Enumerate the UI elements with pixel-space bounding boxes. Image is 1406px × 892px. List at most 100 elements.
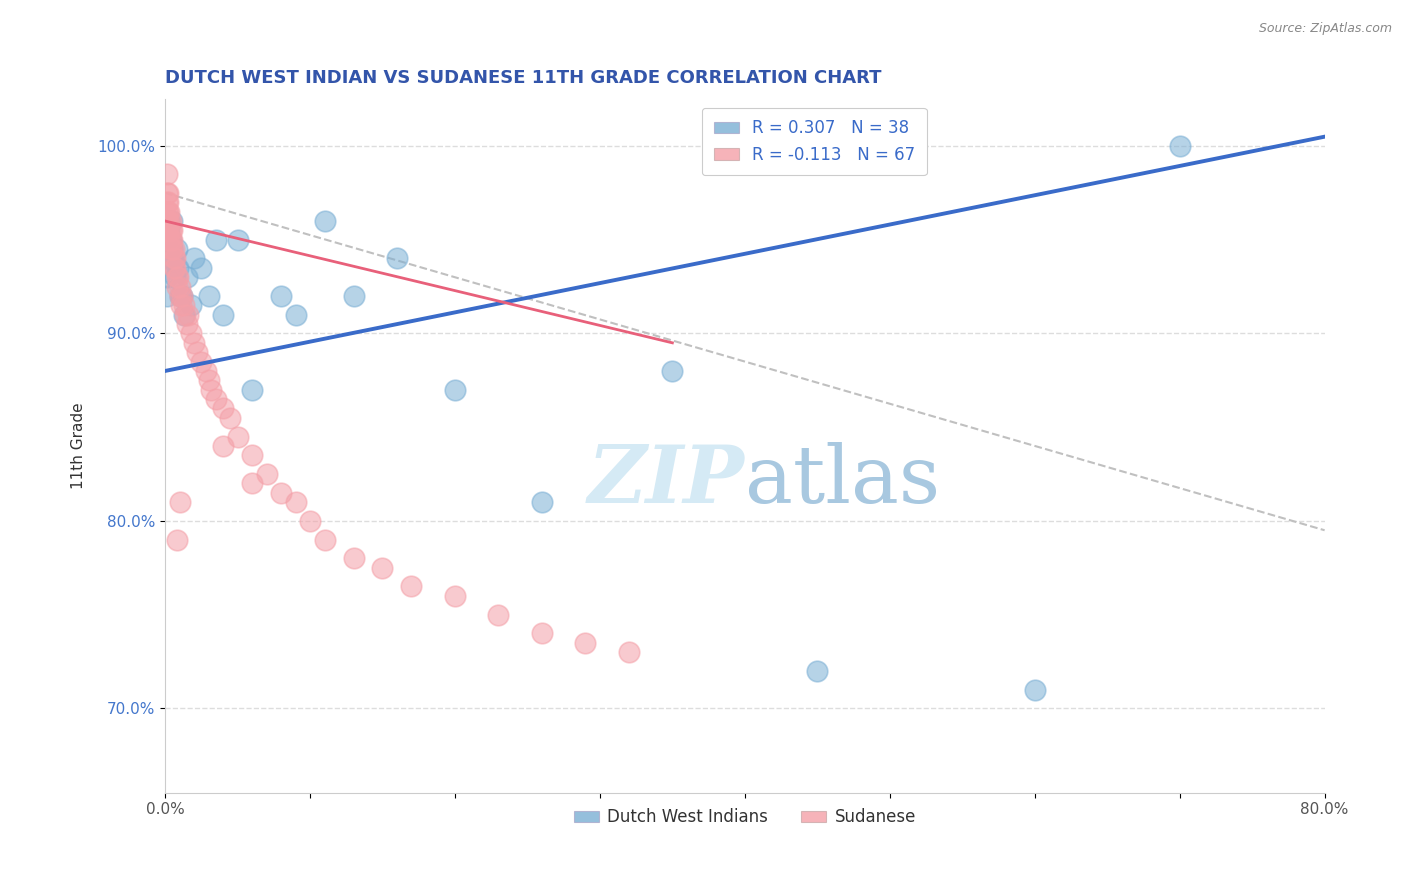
Point	[160, 242, 183, 256]
Point	[157, 204, 180, 219]
Point	[270, 289, 292, 303]
Point	[219, 410, 242, 425]
Point	[197, 373, 219, 387]
Point	[170, 298, 193, 312]
Point	[284, 495, 307, 509]
Point	[240, 383, 263, 397]
Point	[172, 289, 194, 303]
Point	[444, 589, 467, 603]
Point	[190, 354, 212, 368]
Point	[212, 401, 235, 416]
Point	[183, 252, 205, 266]
Legend: Dutch West Indians, Sudanese: Dutch West Indians, Sudanese	[567, 802, 922, 833]
Point	[212, 308, 235, 322]
Point	[160, 233, 183, 247]
Point	[298, 514, 321, 528]
Point	[156, 186, 179, 200]
Point	[162, 233, 184, 247]
Point	[212, 439, 235, 453]
Point	[385, 252, 408, 266]
Text: atlas: atlas	[745, 442, 941, 520]
Point	[165, 252, 187, 266]
Point	[574, 636, 596, 650]
Point	[530, 495, 553, 509]
Point	[204, 392, 226, 406]
Point	[806, 664, 828, 678]
Point	[174, 308, 197, 322]
Point	[156, 204, 179, 219]
Point	[284, 308, 307, 322]
Point	[1168, 139, 1191, 153]
Y-axis label: 11th Grade: 11th Grade	[72, 402, 86, 489]
Point	[167, 260, 190, 275]
Point	[444, 383, 467, 397]
Point	[661, 364, 683, 378]
Point	[166, 270, 188, 285]
Point	[162, 242, 184, 256]
Point	[197, 289, 219, 303]
Point	[240, 448, 263, 462]
Point	[155, 186, 177, 200]
Point	[314, 214, 336, 228]
Point	[172, 289, 194, 303]
Point	[166, 279, 188, 293]
Point	[200, 383, 222, 397]
Point	[157, 214, 180, 228]
Point	[160, 214, 183, 228]
Point	[155, 270, 177, 285]
Point	[157, 223, 180, 237]
Point	[155, 223, 177, 237]
Point	[160, 233, 183, 247]
Point	[165, 270, 187, 285]
Point	[270, 485, 292, 500]
Point	[156, 214, 179, 228]
Point	[155, 204, 177, 219]
Point	[163, 242, 186, 256]
Point	[183, 335, 205, 350]
Text: DUTCH WEST INDIAN VS SUDANESE 11TH GRADE CORRELATION CHART: DUTCH WEST INDIAN VS SUDANESE 11TH GRADE…	[165, 69, 882, 87]
Point	[156, 195, 179, 210]
Point	[342, 289, 364, 303]
Point	[155, 167, 177, 181]
Point	[163, 252, 186, 266]
Point	[162, 252, 184, 266]
Point	[180, 326, 202, 341]
Point	[155, 195, 177, 210]
Point	[226, 429, 249, 443]
Point	[1024, 682, 1046, 697]
Point	[157, 223, 180, 237]
Point	[169, 289, 191, 303]
Point	[165, 260, 187, 275]
Point	[401, 579, 423, 593]
Point	[342, 551, 364, 566]
Point	[177, 308, 200, 322]
Point	[204, 233, 226, 247]
Point	[156, 214, 179, 228]
Point	[162, 214, 184, 228]
Text: ZIP: ZIP	[588, 442, 745, 519]
Point	[169, 289, 191, 303]
Point	[162, 242, 184, 256]
Point	[169, 495, 191, 509]
Point	[173, 298, 195, 312]
Point	[169, 279, 191, 293]
Point	[157, 214, 180, 228]
Point	[160, 242, 183, 256]
Point	[240, 476, 263, 491]
Point	[156, 223, 179, 237]
Point	[617, 645, 640, 659]
Point	[167, 270, 190, 285]
Point	[186, 345, 208, 359]
Text: Source: ZipAtlas.com: Source: ZipAtlas.com	[1258, 22, 1392, 36]
Point	[190, 260, 212, 275]
Point	[194, 364, 217, 378]
Point	[163, 255, 186, 269]
Point	[163, 260, 186, 275]
Point	[155, 289, 177, 303]
Point	[371, 560, 394, 574]
Point	[173, 308, 195, 322]
Point	[176, 317, 198, 331]
Point	[166, 242, 188, 256]
Point	[488, 607, 510, 622]
Point	[156, 223, 179, 237]
